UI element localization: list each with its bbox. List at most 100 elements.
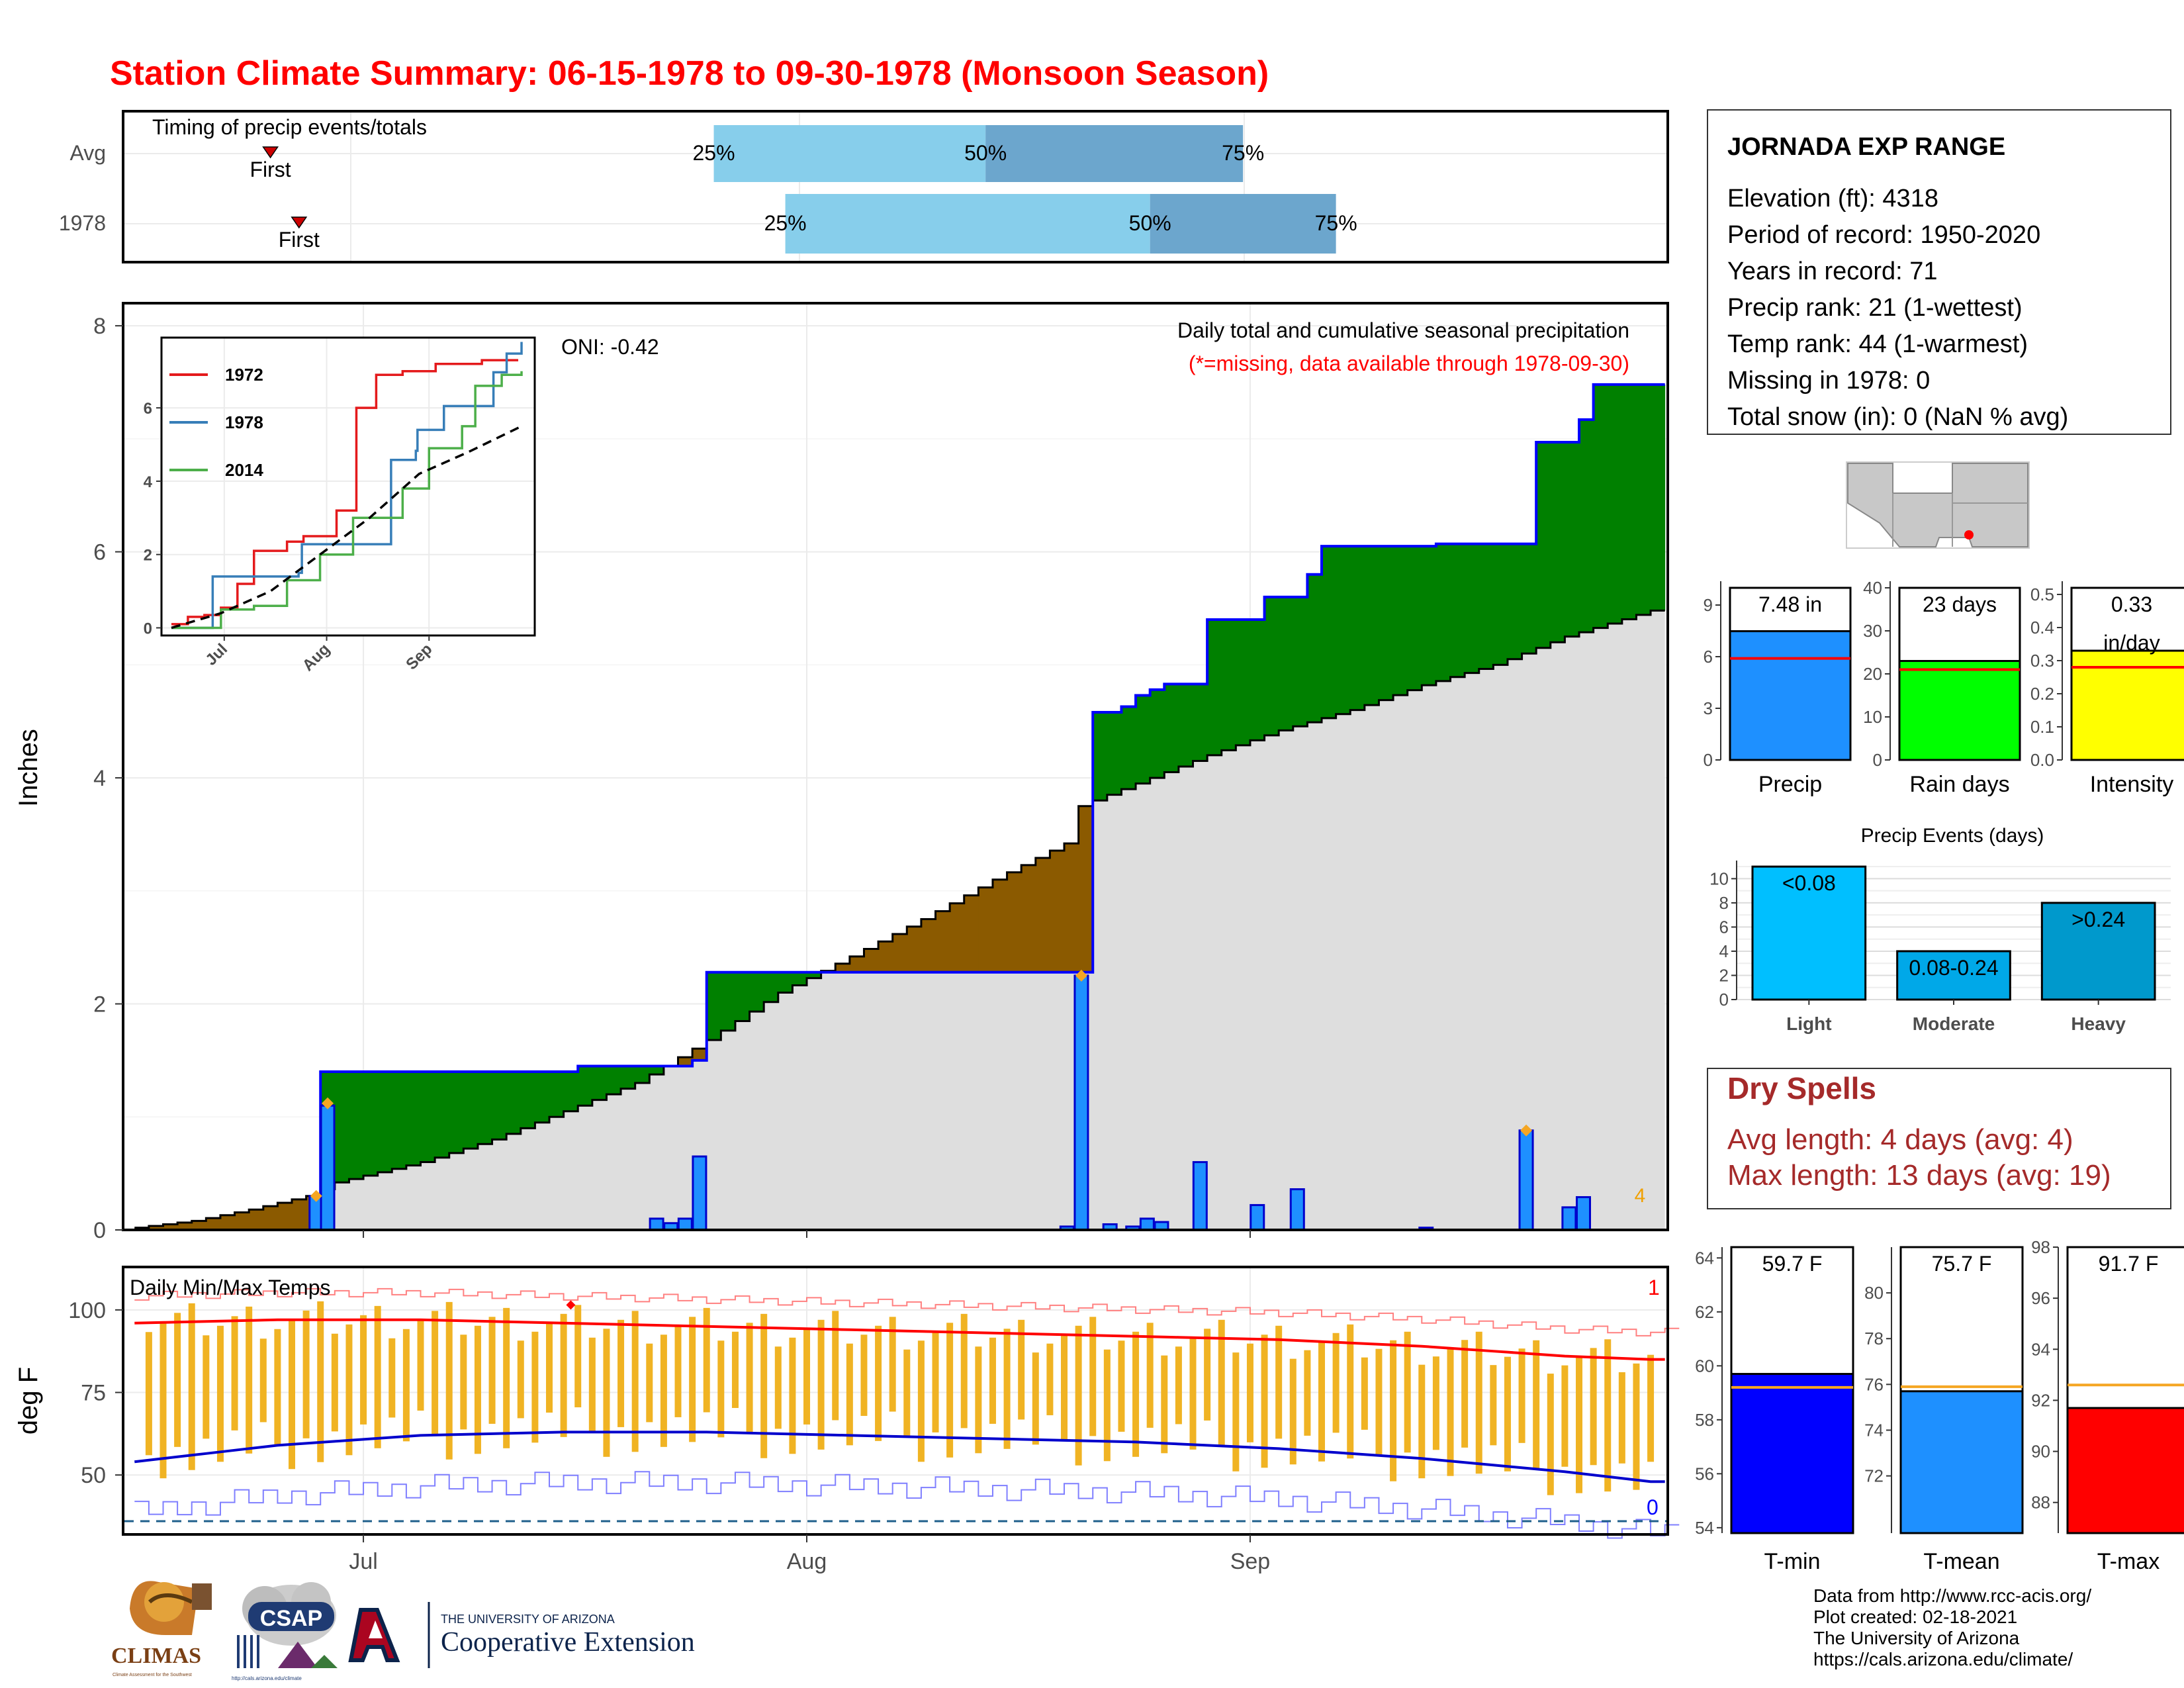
average-max-line bbox=[134, 1318, 1665, 1361]
summary-bar bbox=[1730, 1373, 1854, 1534]
station-location-marker bbox=[1964, 530, 1974, 539]
y-tick-label: 6 bbox=[93, 540, 106, 565]
daily-temp-bar bbox=[1390, 1340, 1397, 1481]
above-average-area bbox=[435, 1071, 450, 1158]
above-average-area bbox=[1336, 546, 1351, 714]
summary-y-tick-label: 0.4 bbox=[2030, 618, 2054, 637]
daily-temp-bar bbox=[1132, 1331, 1140, 1457]
quartile-label: 75% bbox=[1222, 141, 1264, 165]
average-area bbox=[134, 610, 1665, 1230]
events-title: Precip Events (days) bbox=[1861, 825, 2044, 847]
daily-temp-bar bbox=[731, 1331, 739, 1408]
event-label-first: First bbox=[279, 228, 320, 252]
above-average-area bbox=[735, 972, 751, 1021]
summary-y-tick-label: 0.1 bbox=[2030, 717, 2054, 737]
daily-precip-bar bbox=[1561, 1206, 1577, 1231]
summary-x-label: Intensity bbox=[2090, 772, 2174, 797]
below-average-area bbox=[964, 895, 979, 972]
daily-temp-bar bbox=[1318, 1341, 1326, 1462]
above-average-area bbox=[1193, 684, 1208, 761]
inset-average-line bbox=[171, 425, 522, 630]
daily-temp-bar bbox=[1161, 1355, 1168, 1454]
above-average-area bbox=[1293, 596, 1308, 727]
precip-events-chart: Precip Events (days) 0 2 4 6 8 10 <0.08 Light 0.… bbox=[1709, 825, 2171, 1034]
summary-y-tick-label: 6 bbox=[1704, 647, 1713, 667]
summary-y-tick-label: 58 bbox=[1695, 1410, 1714, 1430]
event-marker-first bbox=[262, 146, 279, 159]
timing-row-1978: 1978 bbox=[59, 211, 106, 235]
below-average-area bbox=[263, 1206, 278, 1230]
above-average-area bbox=[592, 1066, 607, 1100]
below-average-area bbox=[864, 949, 879, 972]
below-average-area bbox=[849, 956, 864, 972]
dry-spells-avg: Avg length: 4 days (avg: 4) bbox=[1727, 1123, 2073, 1156]
quartile-bar-lower bbox=[785, 194, 1150, 254]
quartile-label: 25% bbox=[693, 141, 735, 165]
above-average-area bbox=[520, 1071, 535, 1129]
locator-map bbox=[1846, 461, 2030, 549]
above-average-area bbox=[1250, 620, 1265, 741]
summary-y-tick-label: 30 bbox=[1863, 621, 1882, 641]
summary-chart-rain-days: 0 10 20 30 40 23 days Rain days bbox=[1863, 578, 2021, 797]
above-average-area bbox=[377, 1071, 392, 1172]
timing-panel: 25%50%75%FirstLast25%50%75%FirstLast Tim… bbox=[59, 110, 1921, 263]
daily-temp-bar bbox=[1032, 1352, 1039, 1445]
quartile-bar-upper bbox=[1150, 194, 1336, 254]
precip-chart: 0 2 4 6 8 Inches Daily total and cumulative … bbox=[14, 302, 1669, 1243]
below-average-area bbox=[292, 1199, 307, 1230]
summary-x-label: T-mean bbox=[1923, 1549, 1999, 1574]
below-average-area bbox=[878, 941, 893, 972]
daily-precip-bar bbox=[649, 1217, 664, 1231]
above-average-area bbox=[1150, 689, 1165, 778]
events-y-tick-label: 0 bbox=[1719, 990, 1729, 1009]
daily-temp-bar bbox=[631, 1311, 639, 1452]
observed-cumulative-line bbox=[134, 383, 1665, 1231]
quartile-label: 25% bbox=[764, 211, 807, 235]
summary-y-tick-label: 9 bbox=[1704, 595, 1713, 615]
above-average-area bbox=[1164, 684, 1179, 773]
above-average-area bbox=[1121, 706, 1136, 790]
daily-temp-bar bbox=[674, 1325, 682, 1417]
quartile-bar-lower bbox=[713, 125, 986, 182]
daily-temp-bar bbox=[203, 1335, 210, 1439]
ua-big-text: Cooperative Extension bbox=[441, 1627, 695, 1658]
above-average-area bbox=[1579, 419, 1594, 633]
average-cumulative-line bbox=[134, 609, 1665, 1229]
above-average-area bbox=[1236, 620, 1251, 745]
record-high-marker bbox=[566, 1300, 576, 1310]
above-average-area bbox=[334, 1071, 349, 1183]
daily-temp-bar bbox=[1504, 1356, 1511, 1472]
footer-line: https://cals.arizona.edu/climate/ bbox=[1813, 1649, 2073, 1669]
daily-temp-bar bbox=[1375, 1348, 1383, 1456]
above-average-area bbox=[549, 1071, 565, 1117]
footer-line: The University of Arizona bbox=[1813, 1628, 2020, 1648]
inset-series-1978 bbox=[171, 342, 523, 630]
below-average-area bbox=[892, 934, 907, 972]
daily-temp-bar bbox=[474, 1325, 481, 1454]
above-average-area bbox=[792, 972, 807, 986]
precip-annotation-missing: (*=missing, data available through 1978-… bbox=[1189, 352, 1629, 375]
above-average-area bbox=[463, 1071, 478, 1149]
below-average-area bbox=[277, 1203, 293, 1230]
daily-temp-bar bbox=[1018, 1319, 1025, 1420]
csap-wordmark: CSAP bbox=[260, 1606, 322, 1631]
daily-temp-bar bbox=[216, 1325, 224, 1462]
daily-temp-bar bbox=[1261, 1335, 1268, 1468]
record-high-envelope bbox=[134, 1288, 1680, 1336]
temp-y-tick-label: 50 bbox=[81, 1463, 106, 1488]
above-average-area bbox=[1207, 620, 1222, 755]
daily-temp-bar bbox=[1304, 1350, 1311, 1436]
temp-y-tick-label: 100 bbox=[68, 1298, 106, 1323]
summary-chart-intensity: 0.0 0.1 0.2 0.3 0.4 0.5 0.33 in/day Intensity bbox=[2030, 581, 2184, 797]
summary-y-tick-label: 0.3 bbox=[2030, 651, 2054, 671]
daily-temp-bar bbox=[1418, 1364, 1426, 1479]
daily-temp-bar bbox=[1089, 1317, 1097, 1436]
daily-temp-bar bbox=[1361, 1357, 1368, 1430]
footer-line: Data from http://www.rcc-acis.org/ bbox=[1813, 1585, 2091, 1606]
temp-chart: 50 75 100 Daily Min/Max Temps deg F 1 0 bbox=[14, 1266, 1680, 1539]
below-average-area bbox=[935, 911, 950, 972]
event-marker-first bbox=[291, 216, 308, 229]
daily-temp-bar bbox=[388, 1338, 396, 1418]
events-bar-light bbox=[1751, 865, 1867, 1001]
temp-y-axis-title: deg F bbox=[14, 1367, 43, 1434]
